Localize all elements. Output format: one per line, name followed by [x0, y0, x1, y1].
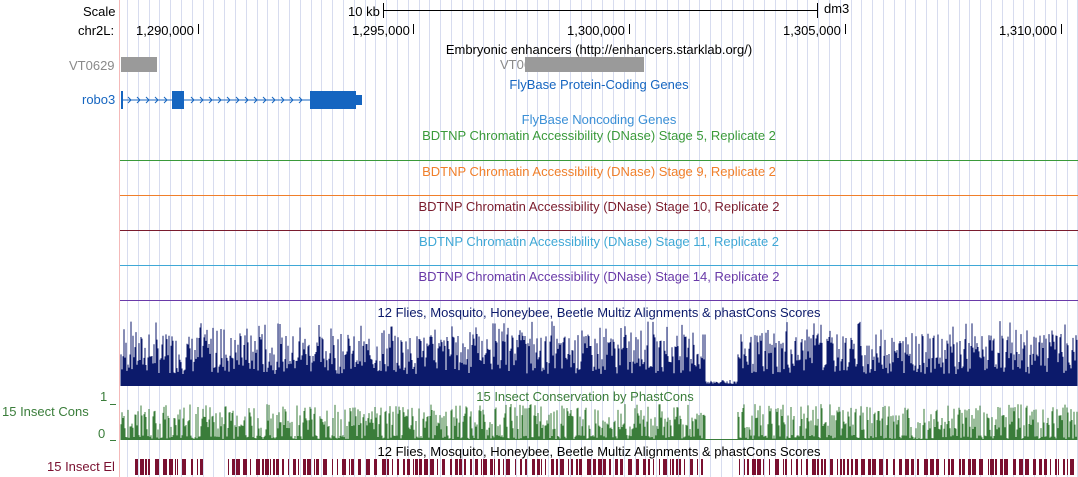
dnase-stage9-signal[interactable]	[120, 195, 1078, 196]
enhancer-vt0635-box[interactable]	[525, 57, 644, 72]
dnase-stage9-title[interactable]: BDTNP Chromatin Accessibility (DNase) St…	[422, 164, 776, 179]
gene-robo3-label[interactable]: robo3	[82, 92, 116, 107]
insect-cons-ymax-tick	[110, 404, 116, 405]
ruler-position-3: 1,300,000	[567, 23, 625, 38]
ruler-tick-1	[198, 24, 199, 34]
ruler-tick-4	[845, 24, 846, 34]
ruler-tick-3	[629, 24, 630, 34]
flybase-noncoding-track-title[interactable]: FlyBase Noncoding Genes	[521, 112, 677, 127]
insect-cons-ymax: 1	[100, 389, 108, 404]
chromosome-label: chr2L:	[78, 23, 115, 38]
insect-elements-side-label[interactable]: 15 Insect El	[47, 459, 115, 474]
dnase-stage14-title[interactable]: BDTNP Chromatin Accessibility (DNase) St…	[418, 269, 780, 284]
enhancers-track-title[interactable]: Embryonic enhancers (http://enhancers.st…	[445, 42, 753, 57]
dnase-stage5-signal[interactable]	[120, 160, 1078, 161]
dnase-stage5-title[interactable]: BDTNP Chromatin Accessibility (DNase) St…	[422, 128, 776, 143]
dnase-stage11-title[interactable]: BDTNP Chromatin Accessibility (DNase) St…	[418, 234, 780, 249]
enhancer-vt0629-box[interactable]	[121, 57, 157, 72]
dnase-stage10-title[interactable]: BDTNP Chromatin Accessibility (DNase) St…	[418, 199, 780, 214]
scale-bar	[383, 10, 817, 11]
scale-bar-left-end	[383, 3, 384, 18]
multiz-track-title[interactable]: 12 Flies, Mosquito, Honeybee, Beetle Mul…	[377, 305, 821, 320]
ruler-position-1: 1,290,000	[136, 23, 194, 38]
scale-bar-label: 10 kb	[348, 4, 380, 19]
insect-cons-ymin: 0	[98, 426, 106, 441]
insect-cons-ymin-tick	[110, 440, 116, 441]
scale-label: Scale	[83, 4, 116, 19]
ruler-position-2: 1,295,000	[352, 23, 410, 38]
dnase-stage14-signal[interactable]	[120, 300, 1078, 301]
enhancer-vt0629-label[interactable]: VT0629	[69, 58, 115, 73]
insect-cons-side-label[interactable]: 15 Insect Cons	[2, 404, 89, 419]
assembly-label: dm3	[824, 1, 850, 16]
dnase-stage11-signal[interactable]	[120, 265, 1078, 266]
scale-bar-right-end	[817, 3, 818, 18]
ruler-position-4: 1,305,000	[783, 23, 841, 38]
dnase-stage10-signal[interactable]	[120, 230, 1078, 231]
ruler-tick-5	[1061, 24, 1062, 34]
ruler-tick-2	[413, 24, 414, 34]
multiz-elements-track-title[interactable]: 12 Flies, Mosquito, Honeybee, Beetle Mul…	[377, 444, 821, 459]
ruler-position-5: 1,310,000	[999, 23, 1057, 38]
flybase-coding-track-title[interactable]: FlyBase Protein-Coding Genes	[509, 77, 689, 92]
left-boundary-line	[119, 0, 120, 477]
insect-cons-track-title[interactable]: 15 Insect Conservation by PhastCons	[476, 389, 694, 404]
